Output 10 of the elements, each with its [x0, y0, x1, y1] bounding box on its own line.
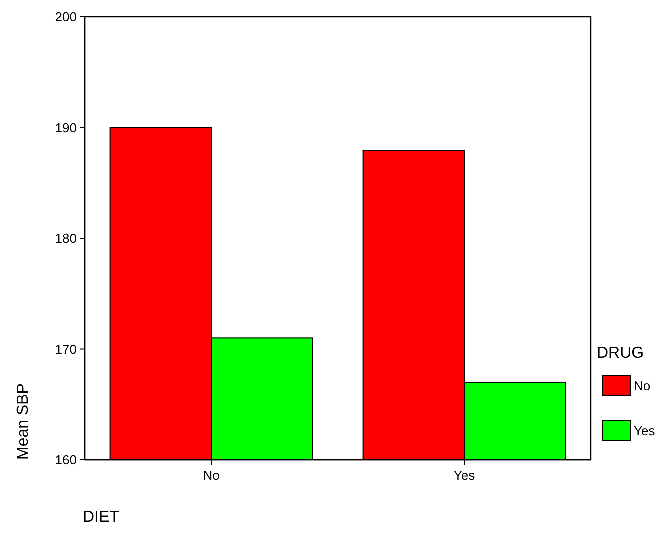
y-axis-title: Mean SBP — [15, 384, 32, 460]
y-tick-label: 200 — [55, 10, 77, 25]
y-tick-label: 180 — [55, 231, 77, 246]
legend-title: DRUG — [597, 345, 644, 362]
y-tick-label: 190 — [55, 120, 77, 136]
y-tick-label: 170 — [55, 342, 77, 357]
y-tick-label: 160 — [55, 452, 77, 468]
legend-label: Yes — [634, 424, 656, 439]
legend-label: No — [634, 378, 651, 394]
x-axis-title: DIET — [83, 509, 120, 526]
